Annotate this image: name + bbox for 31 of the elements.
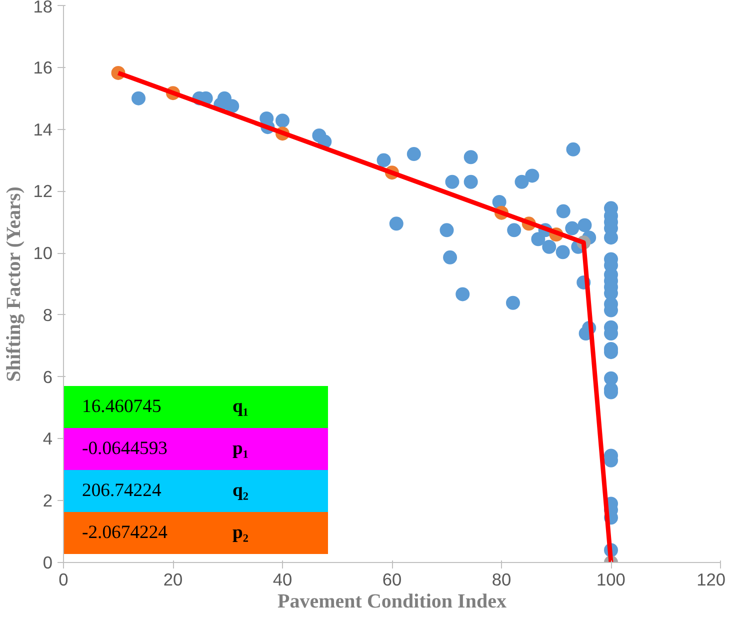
- x-tick-label: 80: [492, 570, 512, 590]
- x-tick-label: 120: [696, 570, 726, 590]
- annotation: -2.0674224: [81, 520, 169, 545]
- annotation: p₂: [232, 520, 250, 545]
- annotation: p₁: [232, 436, 250, 461]
- y-tick-label: 16: [33, 57, 53, 78]
- y-axis-title: Shifting Factor (Years): [3, 186, 26, 382]
- parameter-table-row: -2.0674224 p₂: [64, 512, 328, 554]
- annotation: q₁: [232, 394, 250, 419]
- parameter-table-row: 16.460745 q₁: [64, 386, 328, 428]
- y-tick-label: 18: [33, 0, 53, 16]
- y-tick-label: 2: [42, 490, 53, 511]
- y-tick-label: 8: [42, 304, 53, 325]
- annotation: 16.460745: [81, 394, 162, 419]
- y-tick-label: 12: [33, 181, 53, 202]
- parameter-table-row: -0.0644593 p₁: [64, 428, 328, 470]
- x-tick-label: 0: [58, 570, 68, 590]
- x-axis-title: Pavement Condition Index: [278, 590, 506, 612]
- x-tick-label: 40: [272, 570, 292, 590]
- y-tick-label: 0: [42, 552, 53, 572]
- annotation: -0.0644593: [81, 436, 169, 461]
- x-tick-label: 60: [382, 570, 402, 590]
- y-tick-label: 6: [42, 366, 53, 387]
- y-tick-label: 14: [33, 119, 53, 140]
- y-tick-label: 10: [33, 243, 53, 264]
- x-tick-label: 20: [163, 570, 183, 590]
- parameter-table-row: 206.74224 q₂: [64, 470, 328, 512]
- x-tick-label: 100: [596, 570, 626, 590]
- annotation: q₂: [232, 478, 250, 503]
- y-tick-label: 4: [42, 428, 53, 449]
- annotation: 206.74224: [81, 478, 162, 503]
